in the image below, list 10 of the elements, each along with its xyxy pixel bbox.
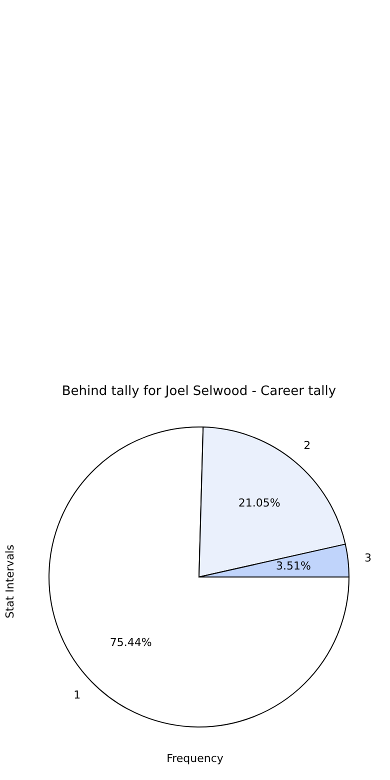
data-label: 21.05% — [238, 496, 280, 510]
chart-title: Behind tally for Joel Selwood - Career tally — [62, 384, 336, 399]
data-label: 75.44% — [110, 636, 152, 650]
text: Stat Intervals — [4, 544, 16, 620]
slice-label: 2 — [304, 438, 311, 452]
text: Frequency — [166, 752, 224, 765]
data-label: 3.51% — [276, 560, 311, 573]
slice-label: 3 — [364, 551, 372, 564]
slice-label: 1 — [74, 688, 81, 702]
pie-slice — [48, 426, 350, 728]
